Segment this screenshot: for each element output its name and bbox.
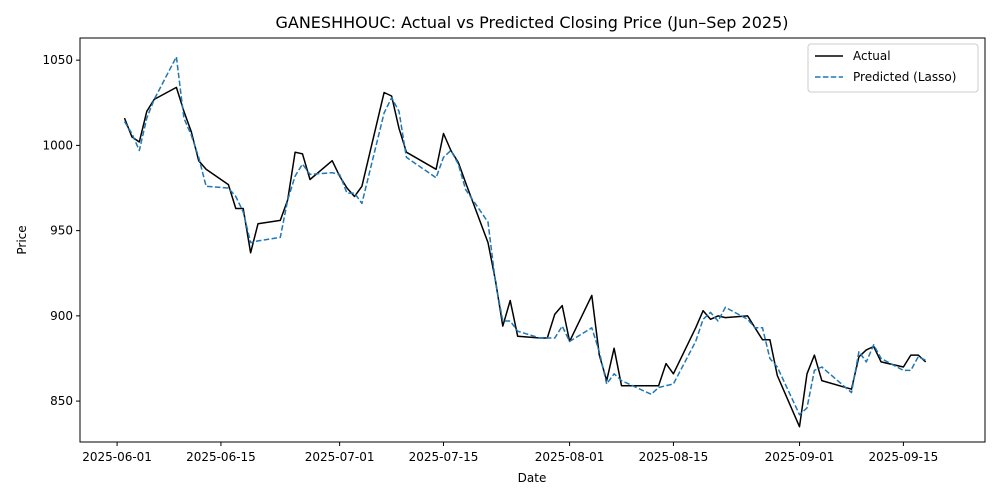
x-tick-label: 2025-07-01 (305, 450, 375, 464)
y-tick-label: 850 (50, 394, 73, 408)
legend-box (807, 43, 979, 93)
x-tick-label: 2025-08-15 (639, 450, 709, 464)
x-tick-label: 2025-06-15 (186, 450, 256, 464)
series-layer (123, 56, 927, 428)
legend-label-predicted: Predicted (Lasso) (853, 70, 956, 84)
y-axis-label: Price (15, 225, 29, 254)
y-axis: 850 900 950 1000 1050 (42, 53, 80, 408)
x-tick-label: 2025-07-15 (409, 450, 479, 464)
x-tick-label: 2025-09-01 (765, 450, 835, 464)
x-tick-label: 2025-09-15 (869, 450, 939, 464)
x-axis: 2025-06-01 2025-06-15 2025-07-01 2025-07-15… (82, 442, 938, 464)
series-line-predicted (123, 56, 927, 416)
y-tick-label: 1000 (42, 138, 73, 152)
legend-label-actual: Actual (853, 49, 891, 63)
series-line-actual (123, 86, 927, 428)
y-tick-label: 900 (50, 309, 73, 323)
x-tick-label: 2025-08-01 (535, 450, 605, 464)
y-tick-label: 1050 (42, 53, 73, 67)
x-tick-label: 2025-06-01 (82, 450, 152, 464)
plot-area-frame (79, 37, 986, 443)
legend: Actual Predicted (Lasso) (807, 43, 979, 93)
x-axis-label: Date (518, 471, 547, 485)
y-tick-label: 950 (50, 224, 73, 238)
chart-title: GANESHHOUC: Actual vs Predicted Closing … (275, 13, 788, 32)
